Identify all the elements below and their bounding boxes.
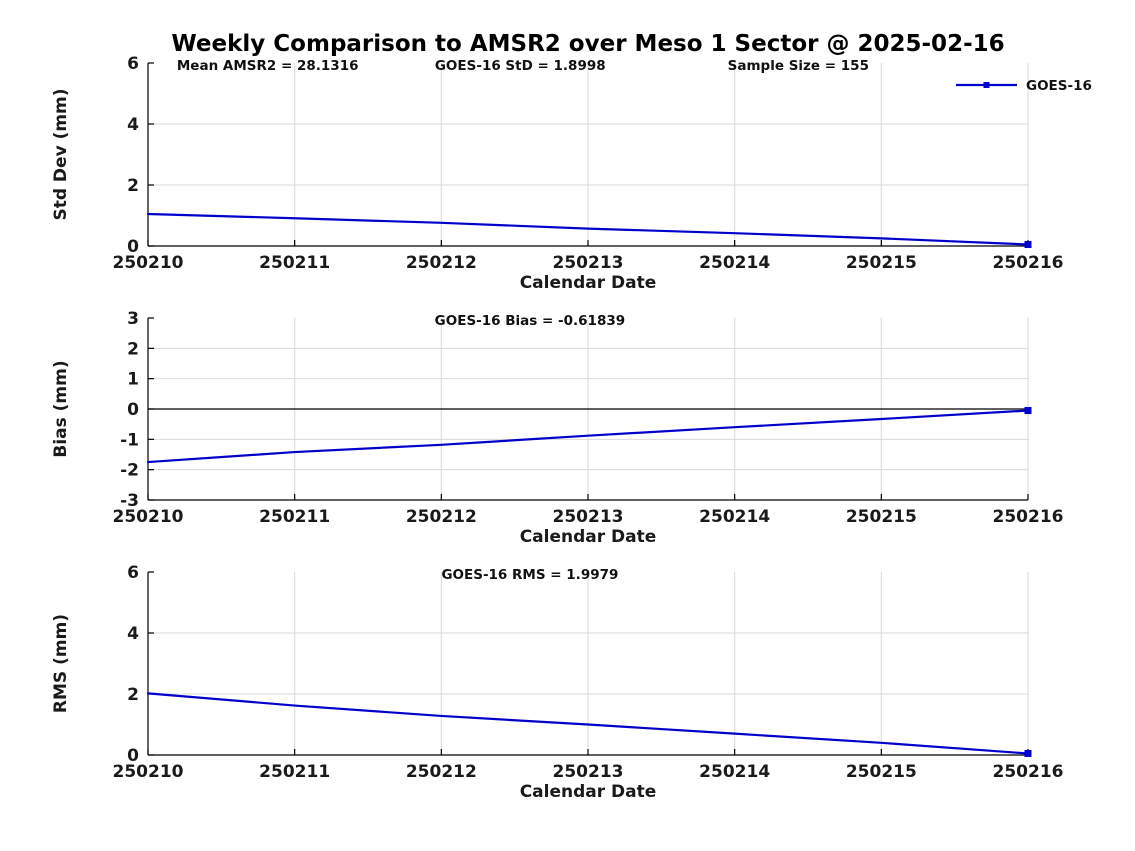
y-tick-label: 2 (127, 176, 139, 196)
x-tick-label: 250211 (259, 507, 330, 527)
x-tick-label: 250212 (406, 762, 477, 782)
figure-title: Weekly Comparison to AMSR2 over Meso 1 S… (171, 31, 1005, 57)
subplot-1: 250210 250211 250212 250213 250214 250215 2502… (51, 54, 1092, 293)
y-axis-label: Std Dev (mm) (51, 88, 71, 220)
x-tick-label: 250213 (553, 507, 624, 527)
y-tick-label: -3 (120, 491, 139, 511)
subplot-2: 250210 250211 250212 250213 250214 250215 2502… (51, 309, 1063, 547)
x-tick-label: 250210 (113, 253, 184, 273)
x-tick-label: 250214 (699, 253, 770, 273)
x-tick-label: 250215 (846, 507, 917, 527)
x-axis-label: Calendar Date (520, 273, 657, 293)
subplot-3: 250210 250211 250212 250213 250214 250215 2502… (51, 563, 1063, 802)
x-tick-label: 250214 (699, 507, 770, 527)
x-axis-label: Calendar Date (520, 782, 657, 802)
x-tick-label: 250212 (406, 507, 477, 527)
x-tick-label: 250216 (993, 253, 1064, 273)
y-axis-label: RMS (mm) (51, 614, 71, 713)
x-tick-label: 250214 (699, 762, 770, 782)
y-tick-label: 2 (127, 339, 139, 359)
y-tick-label: 6 (127, 54, 139, 74)
x-tick-label: 250213 (553, 253, 624, 273)
legend-label: GOES-16 (1026, 78, 1092, 94)
x-tick-label: 250211 (259, 253, 330, 273)
y-tick-label: -2 (120, 461, 139, 481)
x-axis-label: Calendar Date (520, 527, 657, 547)
y-tick-label: 1 (127, 370, 139, 390)
x-tick-label: 250215 (846, 253, 917, 273)
y-tick-label: -1 (120, 430, 139, 450)
series-line (146, 409, 1030, 464)
series-line (146, 212, 1030, 246)
annotation-text: Mean AMSR2 = 28.1316 (177, 58, 359, 74)
series-end-marker (1024, 749, 1032, 757)
x-tick-label: 250213 (553, 762, 624, 782)
annotation-text: Sample Size = 155 (728, 58, 869, 74)
series-line (146, 692, 1030, 755)
y-tick-label: 0 (127, 400, 139, 420)
y-tick-label: 0 (127, 237, 139, 257)
x-tick-label: 250215 (846, 762, 917, 782)
x-tick-label: 250216 (993, 762, 1064, 782)
y-tick-label: 2 (127, 685, 139, 705)
x-tick-label: 250212 (406, 253, 477, 273)
x-tick-label: 250211 (259, 762, 330, 782)
series-end-marker (1024, 407, 1032, 415)
x-tick-label: 250210 (113, 507, 184, 527)
annotation-text: GOES-16 StD = 1.8998 (435, 58, 606, 74)
y-tick-label: 4 (127, 115, 139, 135)
x-tick-label: 250210 (113, 762, 184, 782)
y-tick-label: 6 (127, 563, 139, 583)
annotation-text: GOES-16 RMS = 1.9979 (441, 567, 618, 583)
x-tick-label: 250216 (993, 507, 1064, 527)
annotation-text: GOES-16 Bias = -0.61839 (435, 313, 625, 329)
series-end-marker (1024, 240, 1032, 248)
y-tick-label: 3 (127, 309, 139, 329)
y-tick-label: 4 (127, 624, 139, 644)
y-axis-label: Bias (mm) (51, 360, 71, 457)
legend: GOES-16 (956, 78, 1092, 94)
legend-marker (983, 82, 990, 88)
y-tick-label: 0 (127, 746, 139, 766)
